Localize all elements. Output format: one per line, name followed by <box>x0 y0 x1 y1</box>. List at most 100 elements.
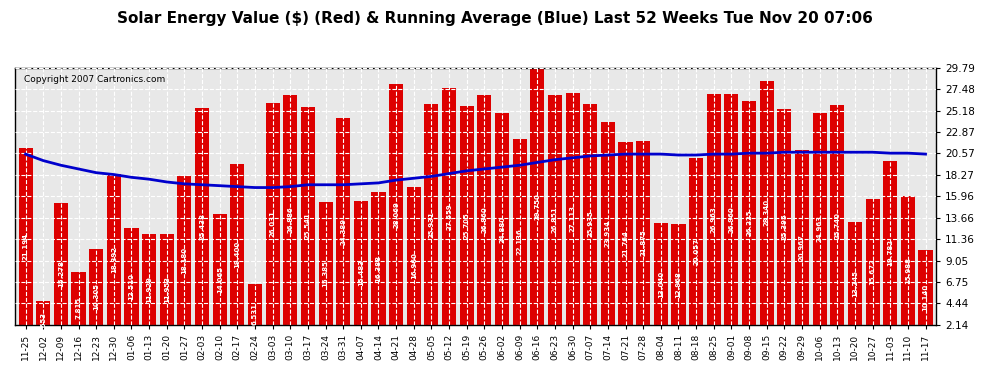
Bar <box>725 94 739 345</box>
Text: 29.750: 29.750 <box>535 193 541 220</box>
Text: 25.931: 25.931 <box>429 211 435 237</box>
Text: 16.960: 16.960 <box>411 252 417 279</box>
Text: 6.531: 6.531 <box>252 303 258 325</box>
Bar <box>459 106 474 345</box>
Bar <box>671 224 685 345</box>
Bar <box>389 84 403 345</box>
Text: 15.278: 15.278 <box>57 260 64 287</box>
Bar <box>19 148 33 345</box>
Text: 16.388: 16.388 <box>375 255 381 282</box>
Bar <box>513 139 527 345</box>
Bar <box>142 234 156 345</box>
Bar <box>583 104 597 345</box>
Text: 24.963: 24.963 <box>817 215 823 242</box>
Bar <box>248 284 262 345</box>
Text: 28.340: 28.340 <box>763 200 769 226</box>
Text: 27.113: 27.113 <box>569 205 575 232</box>
Bar <box>547 95 562 345</box>
Bar <box>901 196 915 345</box>
Bar <box>653 224 668 345</box>
Text: 13.245: 13.245 <box>852 270 858 297</box>
Text: 15.483: 15.483 <box>357 259 364 286</box>
Bar <box>495 113 509 345</box>
Bar <box>89 249 103 345</box>
Bar <box>565 93 580 345</box>
Bar <box>847 222 862 345</box>
Bar <box>71 272 85 345</box>
Text: 15.988: 15.988 <box>905 257 911 284</box>
Bar <box>601 122 615 345</box>
Text: 22.136: 22.136 <box>517 228 523 255</box>
Bar <box>865 199 880 345</box>
Bar <box>442 88 456 345</box>
Bar <box>107 174 121 345</box>
Text: 7.815: 7.815 <box>75 297 81 320</box>
Text: 24.389: 24.389 <box>341 218 346 245</box>
Text: Solar Energy Value ($) (Red) & Running Average (Blue) Last 52 Weeks Tue Nov 20 0: Solar Energy Value ($) (Red) & Running A… <box>117 11 873 26</box>
Text: 14.065: 14.065 <box>217 266 223 293</box>
Bar <box>425 104 439 345</box>
Text: 11.953: 11.953 <box>163 276 169 303</box>
Text: 15.672: 15.672 <box>869 258 875 285</box>
Bar <box>637 141 650 345</box>
Bar <box>301 107 315 345</box>
Bar <box>531 68 544 345</box>
Bar <box>813 112 827 345</box>
Text: 12.510: 12.510 <box>129 273 135 300</box>
Text: 25.705: 25.705 <box>463 212 469 238</box>
Bar <box>477 95 491 345</box>
Text: 19.400: 19.400 <box>235 241 241 268</box>
Bar <box>213 214 227 345</box>
Text: 20.057: 20.057 <box>693 238 699 265</box>
Text: Copyright 2007 Cartronics.com: Copyright 2007 Cartronics.com <box>24 75 165 84</box>
Text: 18.392: 18.392 <box>111 246 117 273</box>
Text: 21.764: 21.764 <box>623 230 629 257</box>
Bar <box>831 105 844 345</box>
Bar <box>337 118 350 345</box>
Text: 20.967: 20.967 <box>799 234 805 261</box>
Text: 19.782: 19.782 <box>887 239 893 266</box>
Text: 26.851: 26.851 <box>552 207 558 233</box>
Bar <box>125 228 139 345</box>
Bar <box>777 109 791 345</box>
Text: 24.880: 24.880 <box>499 215 505 243</box>
Text: 13.040: 13.040 <box>657 270 664 298</box>
Text: 25.541: 25.541 <box>305 213 311 239</box>
Bar <box>319 202 333 345</box>
Text: 26.960: 26.960 <box>729 206 735 233</box>
Text: 26.963: 26.963 <box>711 206 717 233</box>
Bar <box>265 103 280 345</box>
Text: 25.740: 25.740 <box>835 211 841 238</box>
Text: 26.031: 26.031 <box>269 210 275 237</box>
Text: 25.935: 25.935 <box>587 211 593 237</box>
Bar <box>195 108 209 345</box>
Bar <box>919 251 933 345</box>
Bar <box>231 164 245 345</box>
Text: 15.385: 15.385 <box>323 260 329 286</box>
Bar <box>759 81 774 345</box>
Bar <box>795 150 809 345</box>
Bar <box>177 176 191 345</box>
Text: 26.886: 26.886 <box>287 206 293 233</box>
Bar <box>37 302 50 345</box>
Text: 18.180: 18.180 <box>181 247 187 274</box>
Text: 26.225: 26.225 <box>746 210 752 236</box>
Text: 4.653: 4.653 <box>41 312 47 334</box>
Bar <box>283 95 297 345</box>
Bar <box>707 94 721 345</box>
Bar <box>742 101 756 345</box>
Text: 10.305: 10.305 <box>93 283 99 310</box>
Text: 23.934: 23.934 <box>605 220 611 247</box>
Text: 25.438: 25.438 <box>199 213 205 240</box>
Text: 28.069: 28.069 <box>393 201 399 228</box>
Bar <box>53 202 68 345</box>
Bar <box>353 201 368 345</box>
Text: 21.875: 21.875 <box>641 230 646 256</box>
Bar <box>689 158 703 345</box>
Text: 12.968: 12.968 <box>675 271 681 298</box>
Text: 10.140: 10.140 <box>923 284 929 311</box>
Text: 26.860: 26.860 <box>481 206 487 233</box>
Text: 21.194: 21.194 <box>23 232 29 260</box>
Text: 25.395: 25.395 <box>781 213 787 240</box>
Bar <box>619 142 633 345</box>
